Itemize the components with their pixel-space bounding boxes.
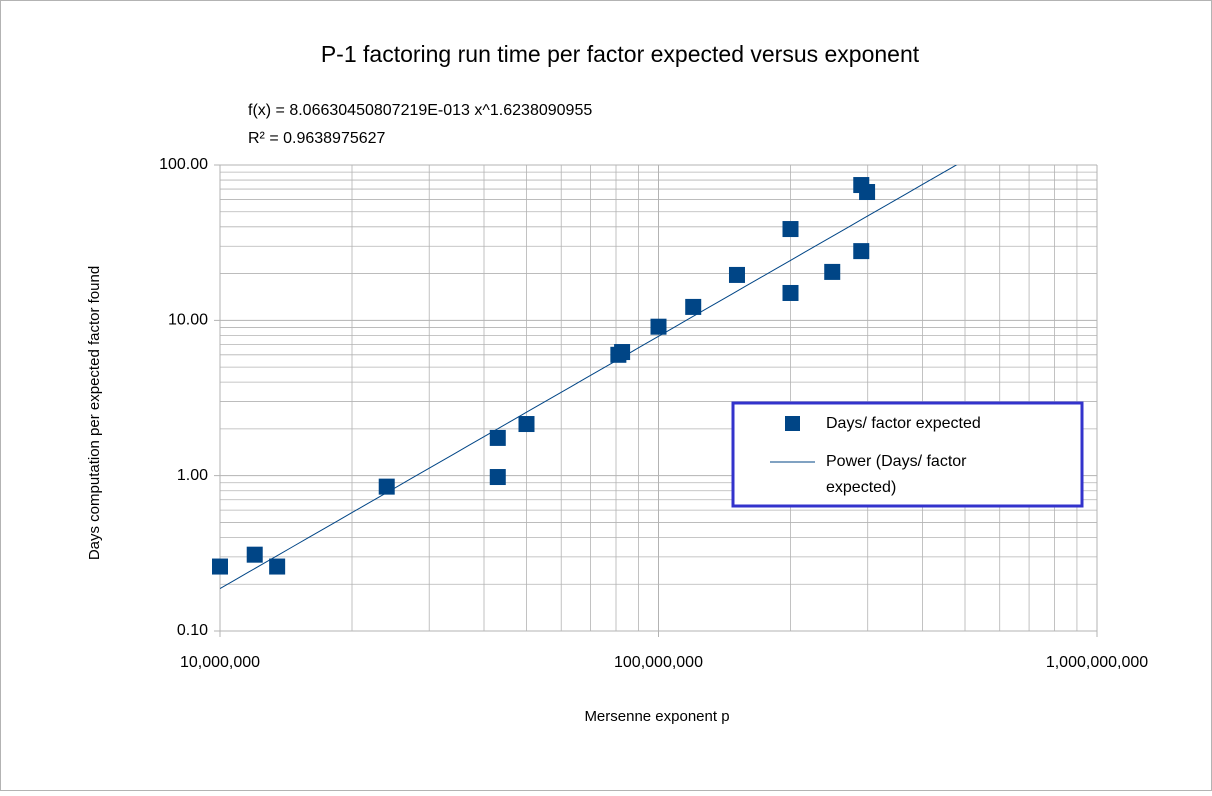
point — [378, 478, 395, 495]
legend-label: Power (Days/ factor expected) — [826, 453, 967, 496]
point — [685, 298, 702, 315]
point — [728, 266, 745, 283]
point — [614, 344, 631, 361]
x-axis-title: Mersenne exponent p — [584, 708, 729, 725]
x-tick-label: 10,000,000 — [180, 654, 260, 671]
point — [853, 243, 870, 260]
x-tick-label: 100,000,000 — [614, 654, 703, 671]
legend-marker — [785, 416, 800, 431]
point — [782, 284, 799, 301]
point — [489, 429, 506, 446]
y-tick-label: 0.10 — [177, 622, 208, 639]
plot — [212, 165, 958, 589]
point — [246, 546, 263, 563]
trend-equation: f(x) = 8.06630450807219E-013 x^1.6238090… — [248, 102, 592, 119]
y-tick-label: 100.00 — [159, 156, 208, 173]
x-tick-label: 1,000,000,000 — [1046, 654, 1148, 671]
point — [650, 318, 667, 335]
point — [824, 263, 841, 280]
chart-title: P-1 factoring run time per factor expect… — [321, 41, 920, 67]
point — [212, 558, 228, 575]
trend-r-squared: R² = 0.9638975627 — [248, 130, 386, 147]
y-tick-label: 10.00 — [168, 312, 208, 329]
trendline — [220, 165, 958, 589]
point — [489, 469, 506, 486]
point — [859, 184, 876, 201]
y-tick-label: 1.00 — [177, 467, 208, 484]
point — [269, 558, 286, 575]
y-axis-title: Days computation per expected factor fou… — [86, 266, 103, 560]
legend-label: Days/ factor expected — [826, 415, 981, 432]
point — [518, 416, 535, 433]
point — [782, 221, 799, 238]
